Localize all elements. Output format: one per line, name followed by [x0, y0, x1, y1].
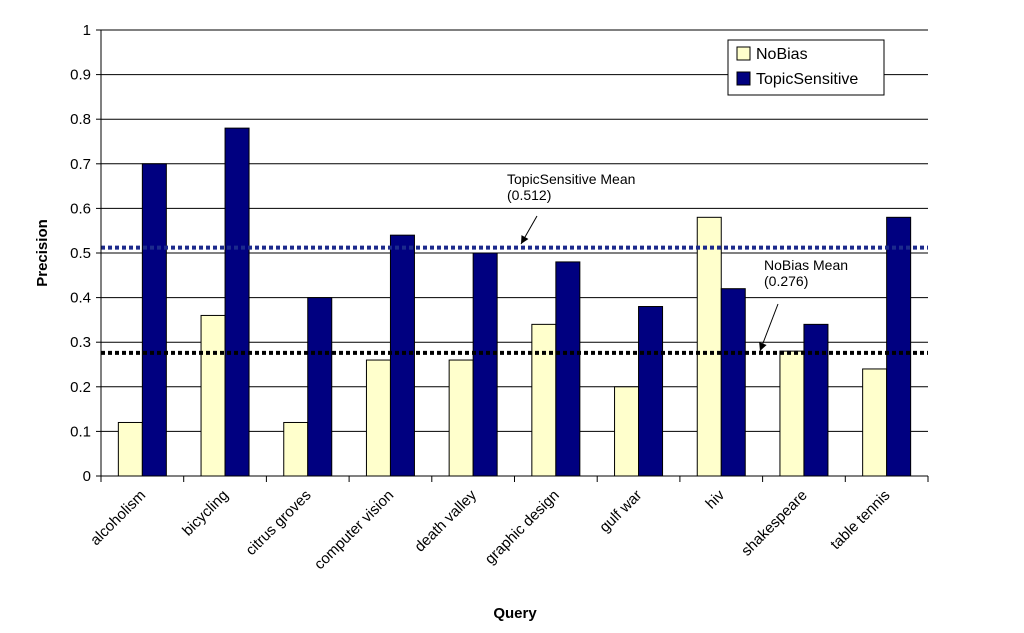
- mean-label: TopicSensitive Mean: [507, 171, 635, 187]
- legend-label: NoBias: [756, 46, 808, 63]
- bar-nobias-death-valley: [448, 359, 474, 477]
- bar-topicsensitive-death-valley: [472, 252, 498, 477]
- x-tick-label: citrus groves: [242, 487, 314, 559]
- legend: NoBias TopicSensitive: [727, 39, 885, 96]
- bar-topicsensitive-hiv: [720, 288, 746, 477]
- x-tick-label: gulf war: [596, 487, 645, 536]
- legend-swatch-topicsensitive: [736, 71, 751, 86]
- x-tick-label: graphic design: [482, 487, 563, 568]
- mean-value-label: (0.512): [507, 187, 551, 203]
- x-tick-label: bicycling: [179, 487, 232, 540]
- x-axis-label: Query: [493, 605, 537, 622]
- bar-topicsensitive-computer-vision: [389, 234, 415, 477]
- bar-topicsensitive-bicycling: [224, 127, 250, 477]
- y-tick-label: 0.3: [70, 334, 91, 351]
- y-tick-label: 1: [83, 22, 91, 39]
- bar-topicsensitive-table-tennis: [886, 216, 912, 477]
- x-tick-label: table tennis: [827, 487, 893, 553]
- bar-nobias-alcoholism: [117, 421, 143, 477]
- legend-box: [727, 39, 885, 96]
- y-tick-label: 0.4: [70, 290, 91, 307]
- y-tick-label: 0.9: [70, 67, 91, 84]
- bar-nobias-hiv: [696, 216, 722, 477]
- bar-topicsensitive-shakespeare: [803, 323, 829, 477]
- y-axis-label: Precision: [34, 219, 51, 287]
- mean-label: NoBias Mean: [764, 257, 848, 273]
- annotation-arrow: [759, 303, 779, 352]
- bar-nobias-gulf-war: [614, 386, 640, 477]
- y-tick-label: 0.6: [70, 200, 91, 217]
- bar-nobias-table-tennis: [862, 368, 888, 477]
- x-tick-label: hiv: [702, 486, 728, 512]
- x-tick-label: death valley: [411, 486, 480, 555]
- y-tick-label: 0.7: [70, 156, 91, 173]
- y-tick-label: 0.8: [70, 111, 91, 128]
- y-tick-label: 0.5: [70, 245, 91, 262]
- bar-nobias-bicycling: [200, 314, 226, 477]
- bar-topicsensitive-alcoholism: [141, 163, 167, 477]
- x-tick-label: computer vision: [311, 487, 397, 573]
- x-tick-label: alcoholism: [87, 487, 149, 549]
- y-tick-label: 0.2: [70, 379, 91, 396]
- legend-label: TopicSensitive: [756, 71, 858, 88]
- bar-nobias-graphic-design: [531, 323, 557, 477]
- arrowhead-icon: [521, 235, 529, 244]
- bar-topicsensitive-citrus-groves: [307, 297, 333, 477]
- bar-topicsensitive-gulf-war: [638, 306, 664, 477]
- mean-value-label: (0.276): [764, 273, 808, 289]
- y-tick-label: 0: [83, 468, 91, 485]
- legend-swatch-nobias: [736, 46, 751, 61]
- bar-topicsensitive-graphic-design: [555, 261, 581, 477]
- bar-nobias-shakespeare: [779, 350, 805, 477]
- y-tick-label: 0.1: [70, 423, 91, 440]
- x-tick-label: shakespeare: [738, 487, 811, 560]
- bar-nobias-citrus-groves: [283, 421, 309, 477]
- arrowhead-icon: [759, 342, 767, 351]
- bar-nobias-computer-vision: [365, 359, 391, 477]
